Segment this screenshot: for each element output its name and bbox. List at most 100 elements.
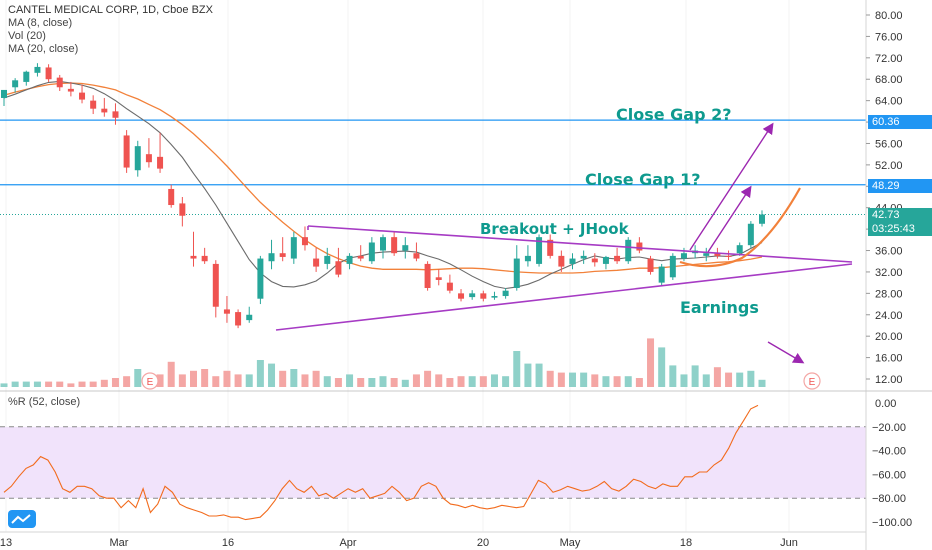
time-tick-label: 18: [680, 537, 692, 549]
volume-bar: [123, 376, 131, 387]
candle-body: [235, 312, 242, 326]
volume-bar: [268, 363, 276, 387]
volume-bar: [134, 369, 142, 387]
volume-bar: [100, 379, 108, 387]
volume-bar: [56, 381, 64, 387]
candle-body: [759, 214, 765, 224]
volume-bar: [290, 369, 298, 387]
legend-ma8: MA (8, close): [8, 17, 73, 29]
wr-tick-label: −60.00: [872, 469, 906, 481]
candle-body: [513, 258, 520, 288]
wr-tick-label: 0.00: [875, 398, 896, 410]
time-tick-label: Apr: [339, 537, 356, 549]
candle-body: [680, 253, 687, 259]
candle-body: [380, 237, 386, 251]
volume-bar: [178, 374, 186, 387]
price-tick-label: 72.00: [875, 53, 903, 65]
price-tag-last: 42.73: [868, 208, 932, 222]
tradingview-logo-icon[interactable]: [8, 510, 38, 530]
candles: [1, 63, 765, 329]
wr-tick-label: −80.00: [872, 493, 906, 505]
wr-series-line: [3, 404, 759, 521]
volume-bar: [334, 378, 342, 387]
price-tick-label: 80.00: [875, 10, 903, 22]
price-tick-label: 68.00: [875, 74, 903, 86]
candle-body: [168, 188, 175, 206]
annotation-breakout: Breakout + JHook: [480, 220, 630, 238]
volume-bar: [279, 370, 287, 387]
price-tick-label: 64.00: [875, 96, 903, 108]
candle-body: [301, 237, 308, 246]
price-tick-label: 28.00: [875, 288, 903, 300]
volume-bar: [89, 381, 97, 387]
volume-bar: [412, 374, 420, 387]
volume-bar: [245, 374, 253, 387]
volume-bar: [680, 374, 688, 387]
ma20-line: [3, 82, 763, 274]
earnings-marker-1-label: E: [147, 377, 154, 388]
candle-body: [346, 255, 353, 264]
volume-bar: [513, 351, 521, 387]
candle-body: [1, 89, 7, 98]
volume-bar: [691, 365, 699, 387]
volume-bar: [301, 374, 309, 387]
candle-body: [268, 253, 275, 262]
volume-bar: [45, 381, 53, 387]
candle-body: [257, 258, 264, 299]
volume-bar: [0, 383, 8, 387]
price-tick-label: 56.00: [875, 138, 903, 150]
candle-body: [725, 255, 732, 257]
volume-bar: [524, 363, 532, 387]
volume-bar: [602, 376, 610, 387]
candle-body: [79, 92, 86, 100]
volume-bar: [212, 376, 220, 387]
price-tag-gap2: 60.36: [868, 115, 932, 129]
volume-bar: [446, 378, 454, 387]
time-tick-label: 16: [222, 537, 234, 549]
time-tick-label: May: [560, 537, 581, 549]
volume-bar: [669, 365, 677, 387]
volume-bar: [234, 374, 242, 387]
volume-bar: [223, 370, 231, 387]
candle-body: [212, 263, 219, 307]
wr-tick-label: −40.00: [872, 446, 906, 458]
price-tick-label: 52.00: [875, 160, 903, 172]
earnings-marker-2-label: E: [809, 377, 816, 388]
volume-bar: [647, 338, 655, 387]
candle-body: [669, 255, 676, 278]
candle-body: [402, 245, 409, 251]
candle-body: [45, 67, 52, 80]
earnings-marker-1[interactable]: [141, 372, 159, 390]
candle-body: [736, 245, 743, 254]
time-tick-label: Mar: [110, 537, 129, 549]
volume-bar: [67, 383, 75, 387]
volume-bar: [535, 363, 543, 387]
volume-bar: [78, 381, 86, 387]
candle-body: [112, 111, 119, 118]
wr-band-fill: [0, 426, 866, 499]
volume-bar: [725, 372, 733, 387]
time-tick-label: 20: [477, 537, 489, 549]
arrow-to-earnings: [767, 341, 805, 364]
earnings-marker-2[interactable]: [803, 372, 821, 390]
volume-bar: [256, 360, 264, 387]
candle-body: [614, 255, 621, 262]
volume-bar: [33, 381, 41, 387]
volume-bar: [747, 370, 755, 387]
legend-ma20: MA (20, close): [8, 43, 79, 55]
volume-bar: [546, 370, 554, 387]
jhook-curve: [679, 187, 801, 268]
candle-body: [424, 263, 431, 288]
wr-line: [3, 404, 759, 521]
candle-body: [201, 255, 208, 262]
candle-body: [67, 88, 74, 92]
symbol-title: CANTEL MEDICAL CORP, 1D, Cboe BZX: [8, 4, 213, 16]
candle-body: [458, 293, 465, 299]
candle-body: [12, 80, 19, 88]
volume-bar: [490, 374, 498, 387]
candle-body: [491, 296, 498, 298]
candle-body: [580, 255, 587, 259]
volume-bar: [379, 376, 387, 387]
chart-legend: CANTEL MEDICAL CORP, 1D, Cboe BZX MA (8,…: [8, 4, 213, 56]
